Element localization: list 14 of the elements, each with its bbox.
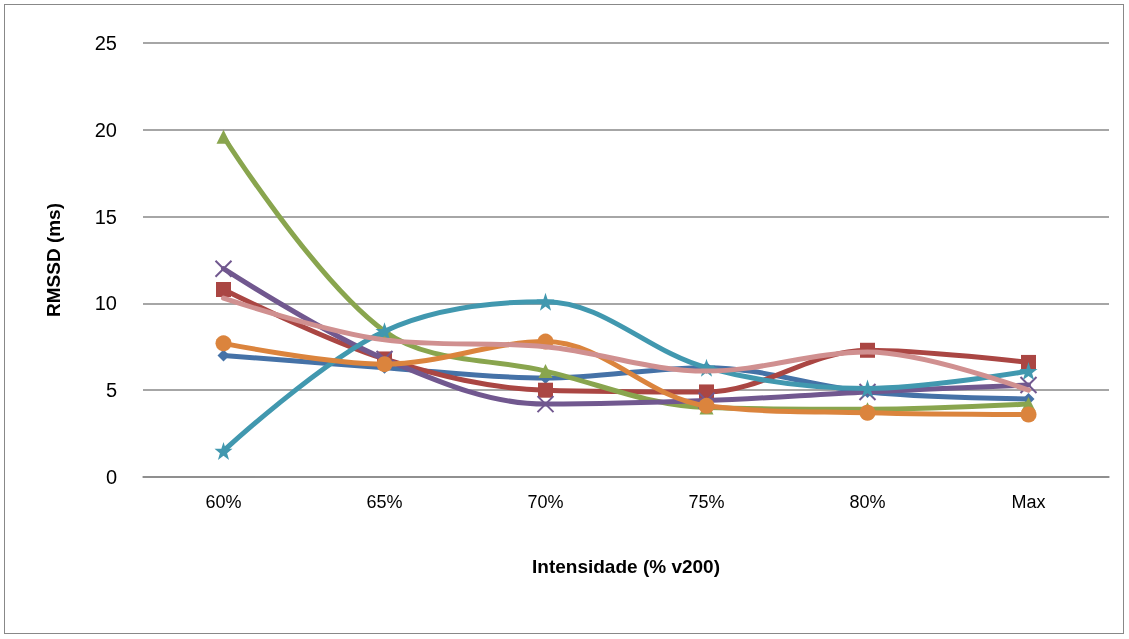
y-tick-label: 0 <box>105 466 117 488</box>
x-tick-label: 60% <box>205 492 242 512</box>
x-tick-label: 75% <box>688 492 725 512</box>
y-tick-label: 20 <box>94 118 117 141</box>
x-axis-title: Intensidade (% v200) <box>532 556 720 577</box>
x-tick-label: 80% <box>849 492 886 512</box>
y-tick-label: 25 <box>94 32 117 54</box>
y-axis-title: RMSSD (ms) <box>43 202 64 318</box>
x-tick-label: 65% <box>366 492 403 512</box>
y-tick-label: 10 <box>94 292 117 315</box>
x-tick-label: 70% <box>527 492 564 512</box>
y-tick-label: 5 <box>105 379 117 402</box>
x-tick-label: Max <box>1011 492 1046 512</box>
y-tick-label: 15 <box>94 205 117 228</box>
